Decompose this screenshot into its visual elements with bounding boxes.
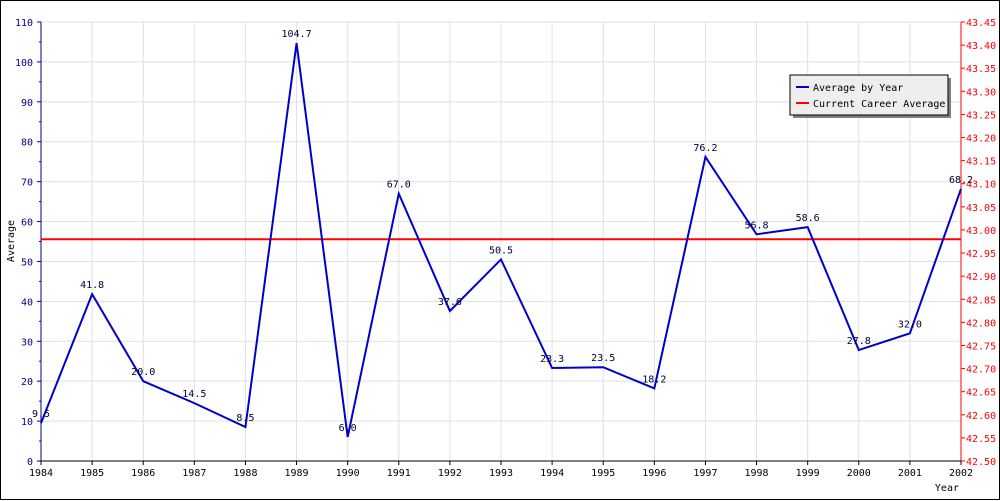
right-tick-label: 42.90 xyxy=(966,272,996,283)
right-tick-label: 42.70 xyxy=(966,365,996,376)
data-label: 37.6 xyxy=(438,297,462,308)
legend-box xyxy=(789,74,949,116)
right-tick-label: 42.65 xyxy=(966,388,996,399)
left-tick-label: 100 xyxy=(15,58,33,69)
left-y-axis: 0 10 20 30 40 50 60 70 80 90 100 110 xyxy=(15,18,42,468)
x-tick-label: 1994 xyxy=(540,468,564,479)
x-tick-label: 1987 xyxy=(182,468,206,479)
legend-label-career-average: Current Career Average xyxy=(813,99,945,110)
data-label: 20.0 xyxy=(131,367,155,378)
x-tick-label: 1992 xyxy=(438,468,462,479)
x-tick-label: 2002 xyxy=(949,468,973,479)
right-tick-label: 42.75 xyxy=(966,341,996,352)
left-tick-label: 50 xyxy=(21,257,33,268)
right-tick-label: 43.20 xyxy=(966,134,996,145)
x-tick-label: 1996 xyxy=(642,468,666,479)
x-tick-label: 1995 xyxy=(591,468,615,479)
left-tick-label: 40 xyxy=(21,297,33,308)
data-label: 9.5 xyxy=(32,409,50,420)
left-tick-label: 10 xyxy=(21,417,33,428)
series-layer xyxy=(40,43,962,438)
data-label: 50.5 xyxy=(489,245,513,256)
x-tick-label: 1998 xyxy=(745,468,769,479)
right-tick-label: 42.60 xyxy=(966,411,996,422)
right-tick-label: 43.15 xyxy=(966,157,996,168)
right-tick-label: 43.05 xyxy=(966,203,996,214)
data-label: 18.2 xyxy=(642,374,666,385)
right-tick-label: 42.80 xyxy=(966,318,996,329)
data-label: 41.8 xyxy=(80,280,104,291)
left-tick-label: 30 xyxy=(21,337,33,348)
x-tick-label: 1993 xyxy=(489,468,513,479)
right-tick-label: 43.45 xyxy=(966,18,996,29)
x-tick-label: 1988 xyxy=(233,468,257,479)
data-label: 23.5 xyxy=(591,353,615,364)
right-tick-label: 42.95 xyxy=(966,249,996,260)
right-tick-label: 42.55 xyxy=(966,434,996,445)
x-tick-label: 1997 xyxy=(693,468,717,479)
right-tick-label: 43.30 xyxy=(966,87,996,98)
right-y-axis: 42.50 42.55 42.60 42.65 42.70 42.75 42.80 42.85… xyxy=(960,18,996,468)
x-tick-label: 1989 xyxy=(285,468,309,479)
data-label: 67.0 xyxy=(387,180,411,191)
right-tick-label: 43.35 xyxy=(966,64,996,75)
x-axis: 1984 1985 1986 1987 1988 1989 1990 1991 1992 1993… xyxy=(29,460,973,479)
right-tick-label: 43.00 xyxy=(966,226,996,237)
legend: Average by Year Current Career Average xyxy=(789,74,951,118)
x-tick-label: 1986 xyxy=(131,468,155,479)
x-tick-label: 1991 xyxy=(387,468,411,479)
left-tick-label: 70 xyxy=(21,178,33,189)
left-tick-label: 20 xyxy=(21,377,33,388)
data-label: 32.0 xyxy=(898,319,922,330)
x-axis-label: Year xyxy=(935,483,959,494)
data-label: 23.3 xyxy=(540,354,564,365)
x-tick-label: 1985 xyxy=(80,468,104,479)
right-tick-label: 43.10 xyxy=(966,180,996,191)
data-labels: 9.5 41.8 20.0 14.5 8.5 104.7 6.0 67.0 37.6 50.5 23… xyxy=(32,29,973,434)
legend-label-average-by-year: Average by Year xyxy=(813,83,903,94)
left-tick-label: 110 xyxy=(15,18,33,29)
x-tick-label: 2000 xyxy=(847,468,871,479)
data-label: 6.0 xyxy=(339,423,357,434)
average-by-year-line xyxy=(40,43,962,438)
left-tick-label: 60 xyxy=(21,218,33,229)
data-label: 8.5 xyxy=(236,413,254,424)
right-tick-label: 42.50 xyxy=(966,457,996,468)
data-label: 14.5 xyxy=(182,389,206,400)
right-tick-label: 42.85 xyxy=(966,295,996,306)
right-tick-label: 43.40 xyxy=(966,41,996,52)
right-tick-label: 43.25 xyxy=(966,110,996,121)
x-tick-label: 1984 xyxy=(29,468,53,479)
data-label: 56.8 xyxy=(745,220,769,231)
x-tick-label: 1999 xyxy=(796,468,820,479)
data-label: 27.8 xyxy=(847,336,871,347)
x-tick-label: 2001 xyxy=(898,468,922,479)
x-tick-label: 1990 xyxy=(336,468,360,479)
left-tick-label: 0 xyxy=(27,457,33,468)
left-tick-label: 80 xyxy=(21,138,33,149)
data-label: 104.7 xyxy=(282,29,312,40)
data-label: 58.6 xyxy=(796,213,820,224)
left-tick-label: 90 xyxy=(21,98,33,109)
y-axis-label: Average xyxy=(6,220,17,262)
data-label: 76.2 xyxy=(693,143,717,154)
data-label: 68.2 xyxy=(949,175,973,186)
